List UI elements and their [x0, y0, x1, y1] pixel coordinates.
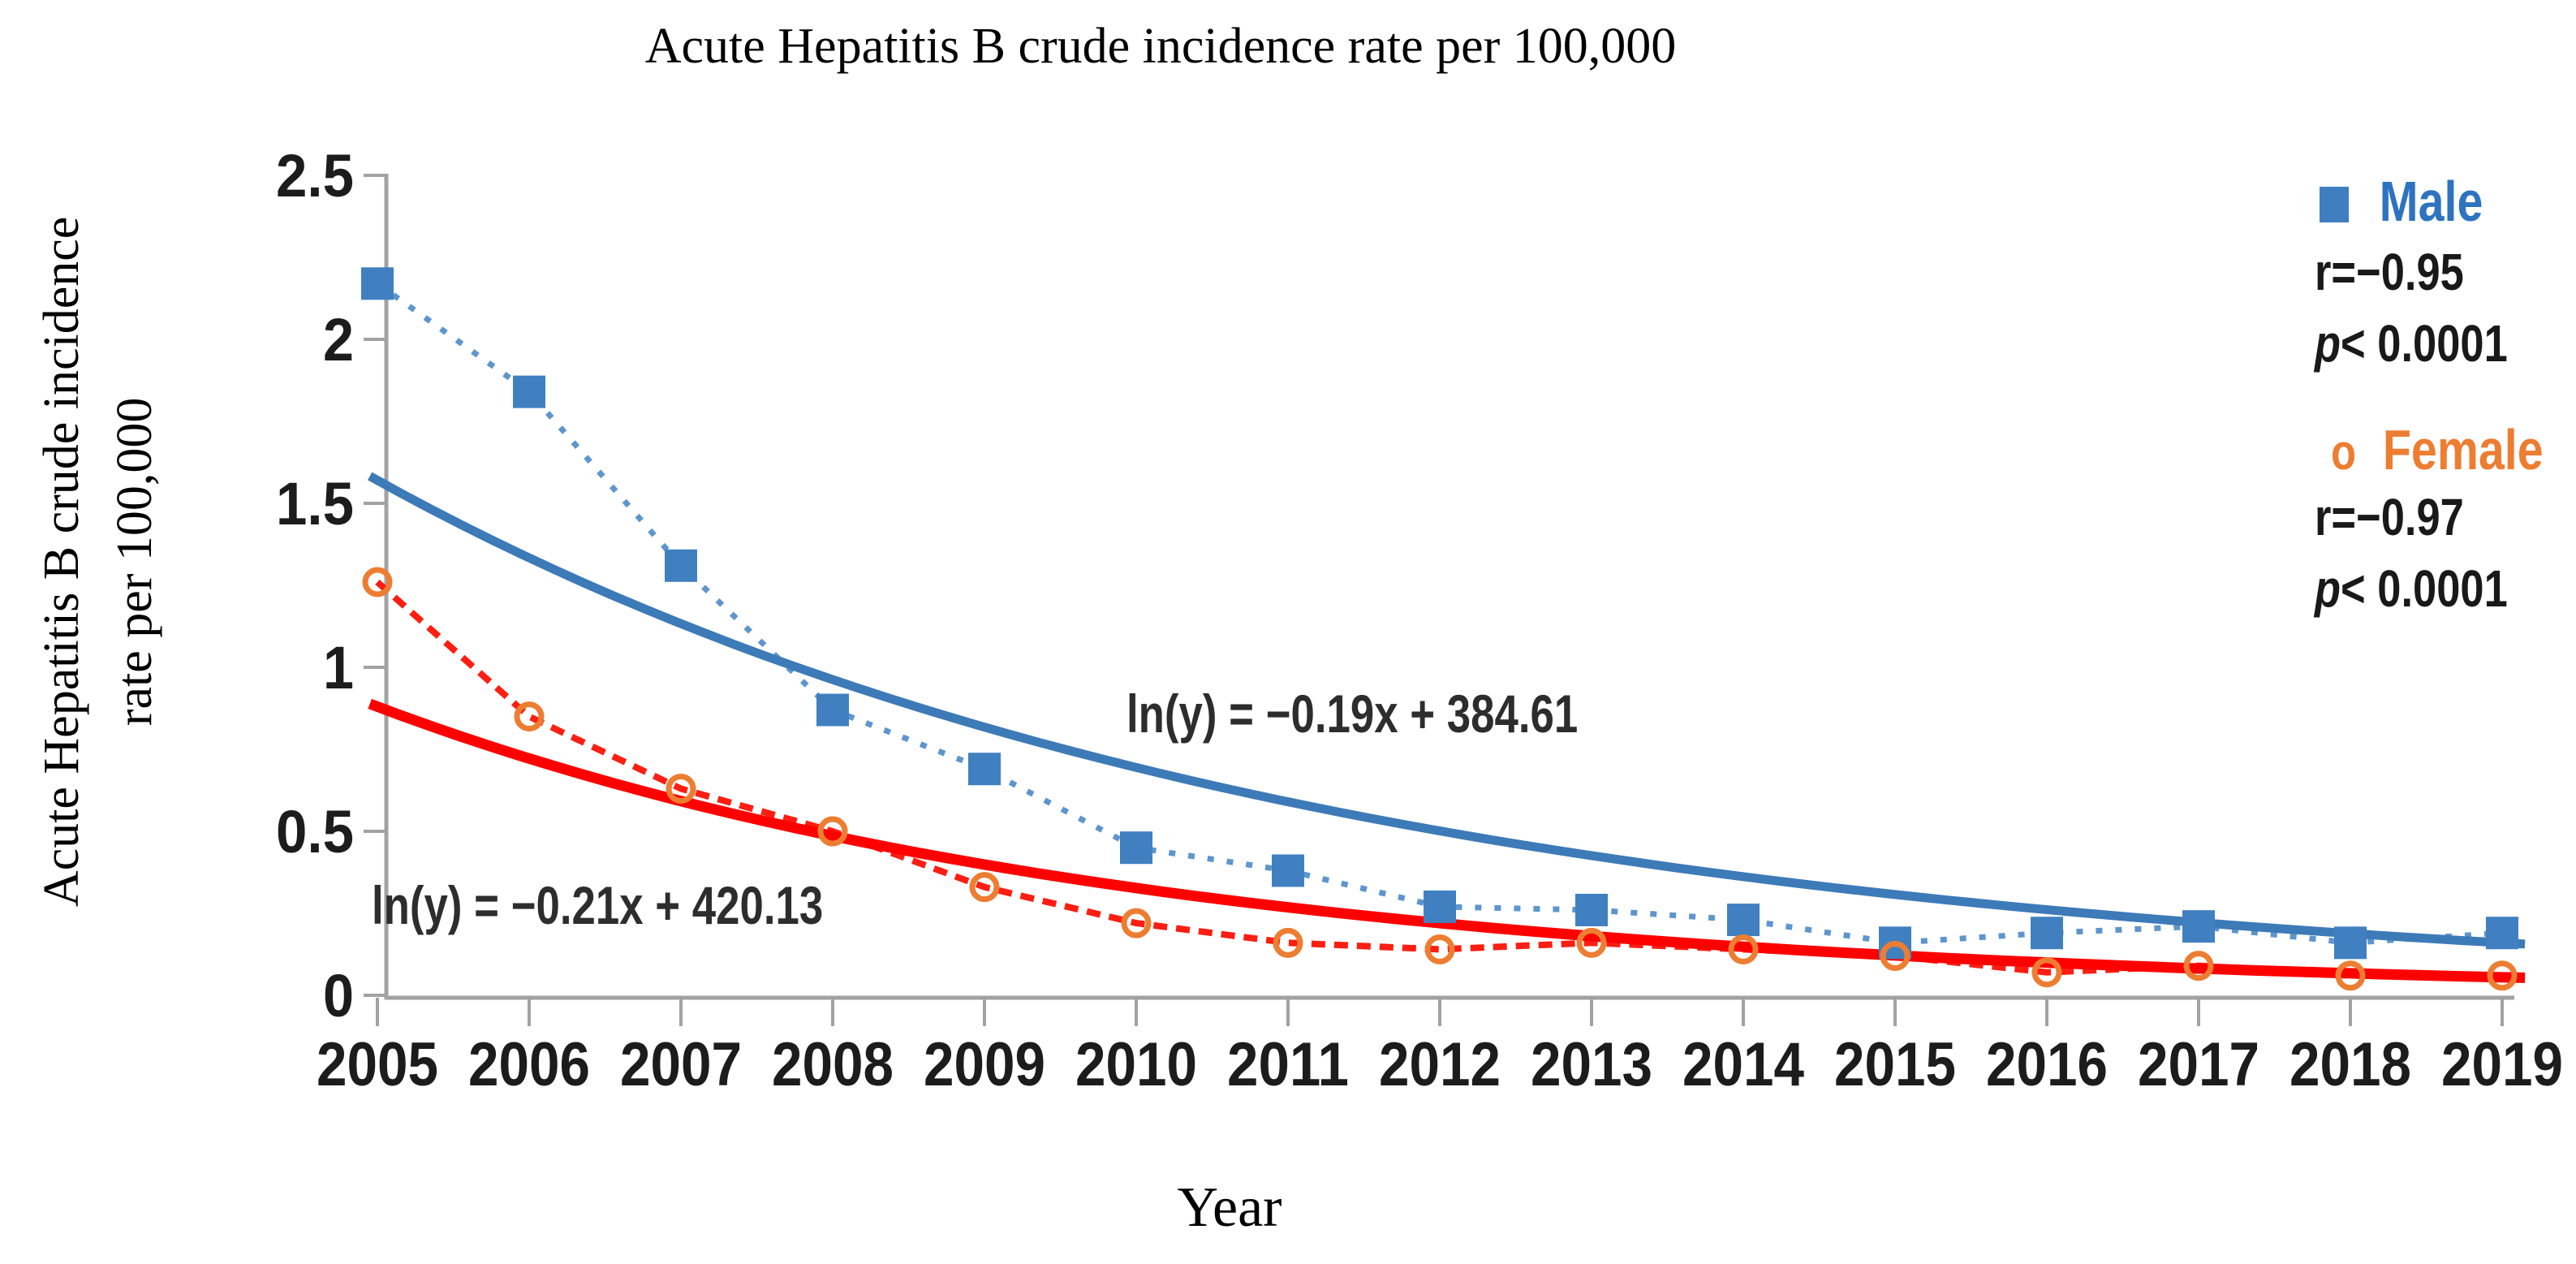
x-tick-label: 2016 — [1986, 1030, 2108, 1099]
x-axis-title: Year — [1177, 1176, 1282, 1239]
female-marker — [1121, 908, 1152, 938]
x-tick-label: 2008 — [772, 1030, 894, 1099]
female-circle-swatch-icon: o — [2331, 425, 2357, 481]
y-tick-label: 0 — [323, 962, 354, 1029]
legend-male-p-rest: < 0.0001 — [2341, 314, 2508, 373]
female-marker — [1424, 934, 1455, 964]
male-marker — [665, 549, 697, 582]
y-tick-label: 0.5 — [276, 798, 354, 865]
male-marker — [2334, 926, 2367, 960]
x-tick-label: 2015 — [1834, 1030, 1956, 1099]
male-marker — [1424, 890, 1456, 923]
female-trend-equation: ln(y) = −0.21x + 420.13 — [372, 875, 824, 935]
female-marker — [1728, 934, 1759, 964]
female-marker — [2031, 957, 2062, 988]
female-trendline — [368, 698, 2526, 983]
female-marker — [362, 567, 393, 597]
legend-female-p-rest: < 0.0001 — [2341, 559, 2508, 618]
female-marker — [817, 816, 848, 847]
legend-female-entry: o Female — [2331, 417, 2544, 482]
male-trend-equation: ln(y) = −0.19x + 384.61 — [1126, 684, 1579, 744]
legend-male-p-symbol: p — [2315, 314, 2341, 373]
male-marker — [2031, 917, 2063, 950]
x-tick-label: 2007 — [620, 1030, 742, 1099]
y-tick-label: 1.5 — [276, 470, 354, 537]
legend-male-p-value: p< 0.0001 — [2315, 313, 2508, 373]
legend-male-r-value: r=−0.95 — [2315, 243, 2464, 301]
x-tick-label: 2006 — [468, 1030, 590, 1099]
legend-male-label: Male — [2379, 170, 2483, 233]
female-marker — [1273, 927, 1303, 958]
male-marker — [2182, 910, 2215, 943]
x-tick-label: 2013 — [1531, 1030, 1652, 1099]
legend-female-p-symbol: p — [2315, 559, 2341, 618]
y-tick-label: 1 — [323, 634, 354, 701]
male-marker — [2486, 917, 2518, 950]
male-marker — [968, 753, 1001, 786]
female-marker — [2183, 951, 2214, 981]
male-trendline — [368, 472, 2526, 949]
y-tick-label: 2 — [323, 306, 354, 373]
legend-male-entry: Male — [2320, 169, 2483, 234]
female-marker — [2335, 960, 2366, 991]
x-tick-label: 2018 — [2290, 1030, 2411, 1099]
legend-female-label: Female — [2382, 418, 2544, 481]
male-marker — [1575, 893, 1608, 926]
x-tick-label: 2010 — [1075, 1030, 1197, 1099]
male-marker — [1120, 831, 1152, 865]
male-square-swatch-icon — [2320, 187, 2350, 222]
female-marker — [666, 773, 696, 804]
male-marker — [513, 375, 545, 408]
x-tick-label: 2011 — [1227, 1030, 1349, 1099]
x-tick-label: 2017 — [2138, 1030, 2259, 1099]
female-marker — [1576, 927, 1607, 958]
male-series-line — [375, 281, 2503, 946]
legend: Male r=−0.95 p< 0.0001 o Female r=−0.97 p… — [2303, 159, 2576, 630]
legend-female-r-value: r=−0.97 — [2315, 488, 2464, 546]
x-tick-label: 2005 — [317, 1030, 438, 1099]
female-marker — [969, 872, 1000, 903]
male-marker — [1727, 904, 1760, 937]
x-tick-label: 2014 — [1682, 1030, 1804, 1099]
legend-female-p-value: p< 0.0001 — [2315, 559, 2508, 619]
chart-title: Acute Hepatitis B crude incidence rate p… — [644, 19, 1677, 74]
female-marker — [1880, 941, 1910, 972]
female-marker — [514, 701, 545, 732]
x-tick-label: 2009 — [924, 1030, 1045, 1099]
male-marker — [1272, 854, 1304, 887]
female-marker — [2487, 960, 2518, 991]
male-marker — [816, 693, 849, 727]
male-marker — [361, 267, 394, 300]
x-tick-label: 2012 — [1379, 1030, 1501, 1099]
y-tick-label: 2.5 — [276, 142, 354, 209]
x-tick-label: 2019 — [2441, 1030, 2563, 1099]
